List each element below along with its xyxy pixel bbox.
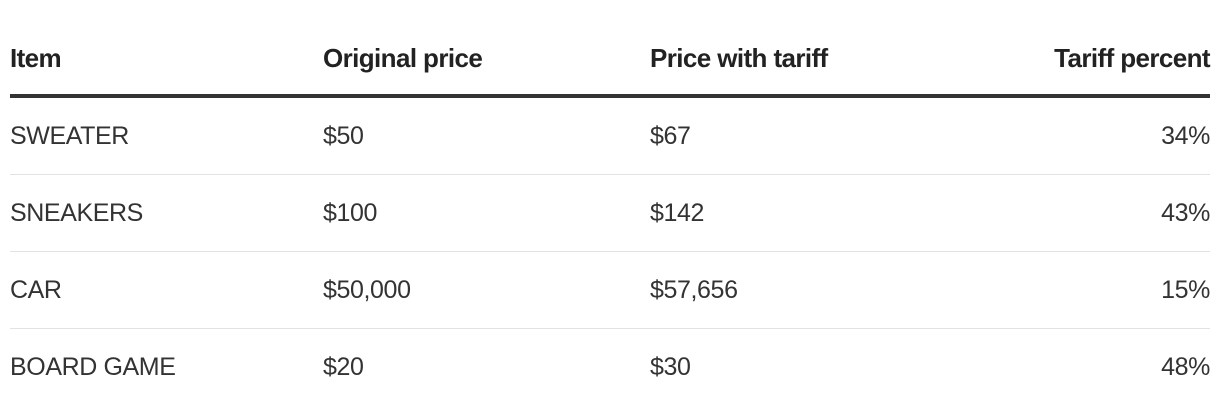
table-cell: $67 [650, 96, 949, 175]
table-cell: $30 [650, 352, 691, 381]
table-cell: SWEATER [10, 96, 323, 175]
table-cell: SNEAKERS [10, 174, 323, 252]
column-header: Tariff percent [948, 0, 1211, 98]
table-row: CAR $50,000 $57,656 15% [10, 251, 1210, 329]
column-header: Original price [323, 0, 650, 98]
table-head: Item Original price Price with tariff Tarif… [10, 0, 1211, 98]
table-row: SWEATER $50 $67 34% [10, 96, 1210, 175]
table-body: SWEATER $50 $67 34% SNEAKERS $100 $142 43% CAR $5… [10, 96, 1210, 405]
table-cell: $20 [323, 352, 364, 381]
table-cell: $57,656 [650, 251, 949, 329]
table-cell: BOARD GAME [10, 352, 176, 381]
tariff-table: Item Original price Price with tariff Tarif… [10, 0, 1211, 405]
table-cell: 48% [1161, 352, 1210, 381]
table-row: BOARD GAME $20 $30 48% [10, 329, 1210, 406]
column-header: Item [10, 0, 323, 98]
table-cell: CAR [10, 251, 323, 329]
table-cell: $142 [650, 174, 949, 252]
table-row: SNEAKERS $100 $142 43% [10, 174, 1210, 252]
table-cell: $50 [323, 96, 650, 175]
table-cell: 43% [948, 174, 1210, 252]
column-header: Price with tariff [650, 0, 949, 98]
table-cell: $100 [323, 174, 650, 252]
header-row: Item Original price Price with tariff Tarif… [10, 0, 1211, 98]
table-cell: 15% [948, 251, 1210, 329]
table-cell: 34% [948, 96, 1210, 175]
table-cell: $50,000 [323, 251, 650, 329]
